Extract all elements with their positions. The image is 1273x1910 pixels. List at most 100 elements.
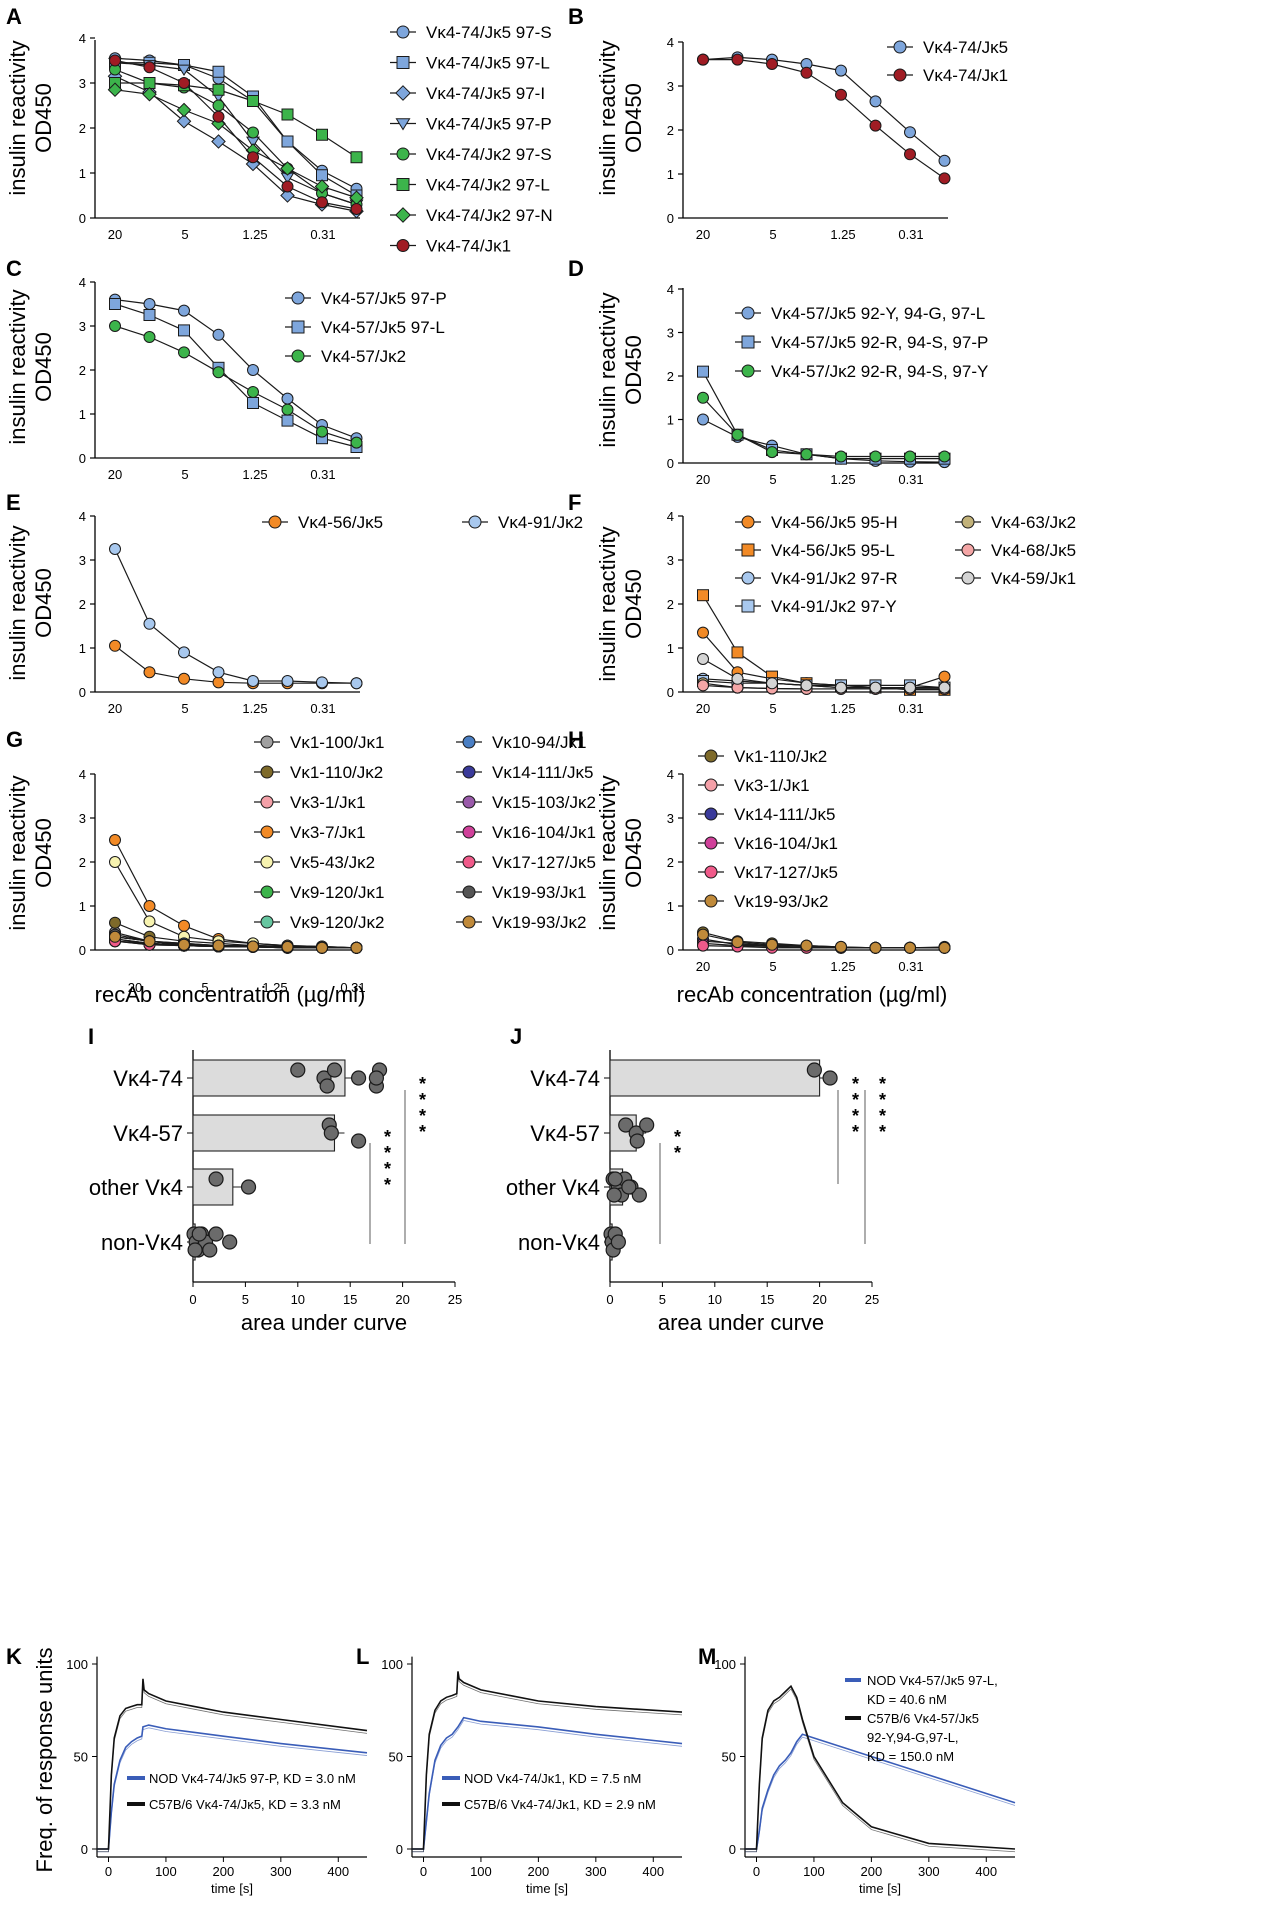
x-axis-title-H: recAb concentration (µg/ml) bbox=[677, 982, 948, 1007]
y-tick-label: 3 bbox=[667, 326, 674, 341]
star: * bbox=[879, 1074, 886, 1094]
data-point bbox=[212, 65, 225, 78]
legend-marker bbox=[704, 749, 718, 763]
data-point bbox=[731, 428, 744, 441]
x-tick-label: 0.31 bbox=[310, 467, 335, 482]
sensorgram-trace bbox=[97, 1724, 368, 1850]
x-tick-label: 1.25 bbox=[830, 701, 855, 716]
data-point bbox=[109, 298, 121, 310]
data-point bbox=[697, 653, 709, 665]
y-tick-label: 4 bbox=[79, 275, 86, 290]
legend-marker bbox=[396, 178, 410, 191]
legend-label: Vκ4-74/Jκ2 97-N bbox=[426, 206, 553, 225]
data-point bbox=[143, 309, 156, 321]
legend-marker bbox=[395, 118, 411, 131]
sensorgram-trace-replicate bbox=[97, 1681, 368, 1853]
legend-label: Vκ4-74/Jκ5 97-L bbox=[426, 54, 550, 73]
x-tick-label: 5 bbox=[769, 227, 776, 242]
star: * bbox=[384, 1159, 391, 1179]
legend-label: C57B/6 Vκ4-74/Jκ5, KD = 3.3 nM bbox=[149, 1797, 341, 1812]
legend-marker bbox=[741, 543, 755, 557]
y-axis-title: insulin reactivityOD450 bbox=[5, 289, 56, 444]
star: * bbox=[879, 1090, 886, 1110]
data-point bbox=[107, 82, 123, 98]
category-label: other Vκ4 bbox=[89, 1175, 183, 1200]
legend-label: Vκ4-57/Jκ5 97-L bbox=[321, 318, 445, 337]
panel-label-G: G bbox=[6, 727, 23, 752]
data-point bbox=[697, 939, 709, 952]
x-tick-label: 0.31 bbox=[340, 980, 365, 995]
data-point bbox=[869, 450, 882, 463]
legend-label: Vκ4-57/Jκ5 92-R, 94-S, 97-P bbox=[771, 333, 988, 352]
data-point bbox=[869, 941, 882, 954]
y-tick-label: 1 bbox=[79, 166, 86, 181]
data-point bbox=[222, 1234, 238, 1250]
panel-label-D: D bbox=[568, 256, 584, 281]
legend-marker bbox=[260, 825, 274, 839]
x-tick-label: 20 bbox=[128, 980, 142, 995]
legend-marker bbox=[462, 885, 476, 899]
legend-marker bbox=[462, 795, 476, 809]
data-point bbox=[904, 681, 916, 694]
series-Vκ4-57/Jκ2 92-R, 94-S, 97-Y bbox=[697, 391, 951, 463]
data-point bbox=[835, 64, 847, 77]
x-tick-label: 200 bbox=[528, 1864, 550, 1879]
data-point bbox=[904, 941, 916, 954]
data-point bbox=[143, 298, 156, 310]
legend-label: Vκ10-94/Jκ1 bbox=[492, 733, 587, 752]
data-point bbox=[938, 670, 951, 683]
x-tick-label: 1.25 bbox=[830, 472, 855, 487]
data-point bbox=[191, 1226, 207, 1242]
x-tick-label: 0.31 bbox=[310, 227, 335, 242]
y-tick-label: 3 bbox=[79, 319, 86, 334]
legend-label: KD = 150.0 nM bbox=[867, 1749, 954, 1764]
panel-label-B: B bbox=[568, 4, 584, 29]
y-tick-label: 100 bbox=[66, 1657, 88, 1672]
data-point bbox=[938, 154, 951, 167]
data-point bbox=[639, 1117, 655, 1133]
y-tick-label: 0 bbox=[79, 451, 86, 466]
legend-marker bbox=[396, 147, 410, 161]
y-axis-title-line1: insulin reactivity bbox=[5, 525, 30, 680]
legend-label: Vκ1-110/Jκ2 bbox=[734, 747, 827, 766]
y-axis-title-line1: insulin reactivity bbox=[5, 40, 30, 195]
x-tick-label: 20 bbox=[696, 701, 710, 716]
data-point bbox=[109, 320, 121, 332]
legend-label: Vκ1-100/Jκ1 bbox=[290, 733, 385, 752]
legend-label: Vκ4-56/Jκ5 95-L bbox=[771, 541, 895, 560]
legend-label: Vκ4-63/Jκ2 bbox=[991, 513, 1076, 532]
data-point bbox=[212, 366, 225, 379]
data-point bbox=[280, 188, 295, 203]
legend-marker bbox=[704, 836, 718, 850]
y-axis-title: insulin reactivityOD450 bbox=[5, 40, 56, 195]
data-point bbox=[143, 331, 156, 343]
data-point bbox=[281, 675, 294, 687]
legend-label: C57B/6 Vκ4-74/Jκ1, KD = 2.9 nM bbox=[464, 1797, 656, 1812]
x-axis-title-G: recAb concentration (µg/ml) bbox=[95, 982, 366, 1007]
y-tick-label: 1 bbox=[79, 899, 86, 914]
y-tick-label: 0 bbox=[667, 211, 674, 226]
legend-label: NOD Vκ4-57/Jκ5 97-L, bbox=[867, 1673, 998, 1688]
data-point bbox=[350, 1133, 367, 1149]
x-tick-label: 5 bbox=[181, 227, 188, 242]
y-tick-label: 100 bbox=[714, 1657, 736, 1672]
panel-J: J 0 5 10 15 20 25 area under curve Vκ4-74 Vκ4-57 o… bbox=[506, 1024, 886, 1335]
legend-label: Vκ17-127/Jκ5 bbox=[734, 863, 838, 882]
data-point bbox=[281, 108, 294, 121]
data-point bbox=[178, 324, 190, 337]
x-tick-label: 20 bbox=[108, 467, 122, 482]
legend-label: 92-Y,94-G,97-L, bbox=[867, 1730, 959, 1745]
legend-marker bbox=[704, 865, 718, 879]
y-tick-label: 0 bbox=[729, 1842, 736, 1857]
series-line bbox=[702, 56, 945, 162]
legend-label: Vκ9-120/Jκ1 bbox=[290, 883, 385, 902]
data-point bbox=[323, 1125, 339, 1141]
data-point bbox=[280, 161, 295, 176]
y-axis-title-line1: insulin reactivity bbox=[595, 526, 620, 681]
sensorgram-trace bbox=[97, 1678, 368, 1850]
data-point bbox=[109, 639, 121, 652]
data-point bbox=[247, 126, 259, 139]
panel-label-H: H bbox=[568, 727, 584, 752]
legend: NOD Vκ4-74/Jκ5 97-P, KD = 3.0 nM C57B/6 V… bbox=[127, 1771, 356, 1812]
series-Vκ4-74/Jκ1 bbox=[697, 53, 951, 185]
